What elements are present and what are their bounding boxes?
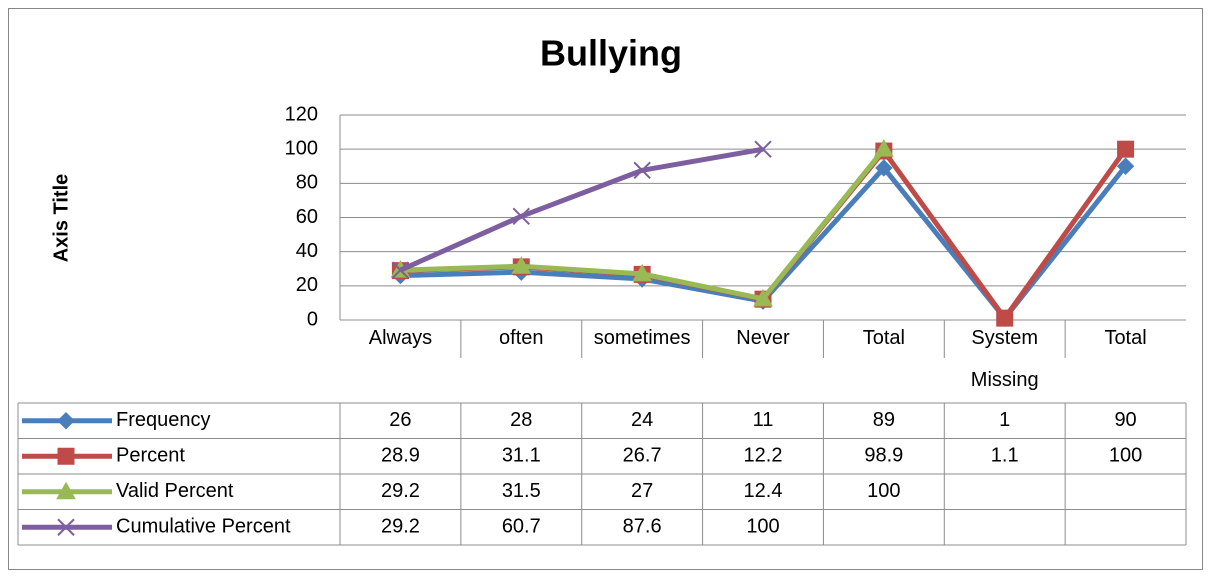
table-value: 11 xyxy=(753,409,774,431)
legend-label: Valid Percent xyxy=(116,480,234,502)
marker xyxy=(512,207,530,226)
marker xyxy=(874,139,894,157)
x-tick-label-box: Total xyxy=(1104,327,1147,349)
table-value: 60.7 xyxy=(502,516,541,538)
legend-label: Percent xyxy=(116,445,185,467)
y-tick-label: 20 xyxy=(296,274,318,296)
x-tick-label-box: Always xyxy=(368,327,433,349)
table-value: 89 xyxy=(873,409,895,431)
marker xyxy=(1116,157,1135,175)
marker xyxy=(754,140,772,158)
table-value: 27 xyxy=(631,480,653,502)
table-value: 100 xyxy=(867,480,900,502)
x-tick-label-box: sometimes xyxy=(593,327,691,349)
table-value: 12.4 xyxy=(744,480,783,502)
x-tick-label-box: System Missing xyxy=(970,327,1039,391)
legend-marker xyxy=(57,412,75,430)
y-tick-label: 80 xyxy=(296,172,318,194)
table-value: 100 xyxy=(746,516,779,538)
legend-label: Cumulative Percent xyxy=(116,516,291,538)
table-value: 28.9 xyxy=(381,445,420,467)
table-value: 1 xyxy=(999,409,1010,431)
table-value: 26 xyxy=(389,409,411,431)
marker xyxy=(511,256,532,274)
x-tick-label: Never xyxy=(736,327,790,349)
table-value: 31.5 xyxy=(502,480,541,502)
marker xyxy=(996,309,1014,327)
y-tick-label: 60 xyxy=(296,206,318,228)
marker xyxy=(633,161,651,180)
table-value: 90 xyxy=(1114,409,1136,431)
y-tick-label: 120 xyxy=(285,103,318,125)
x-tick-label: Always xyxy=(368,327,433,349)
table-value: 100 xyxy=(1109,445,1142,467)
marker xyxy=(875,159,893,177)
y-axis-label: Axis Title xyxy=(50,174,72,263)
x-tick-label-box: often xyxy=(499,327,544,349)
x-tick-label: often xyxy=(499,327,544,349)
legend-label: Frequency xyxy=(116,409,211,431)
series-line xyxy=(399,146,764,273)
legend-marker xyxy=(57,447,75,465)
table-value: 98.9 xyxy=(864,445,903,467)
chart-border xyxy=(8,8,1203,570)
table-value: 28 xyxy=(510,409,532,431)
table-value: 87.6 xyxy=(623,516,662,538)
y-tick-label: 0 xyxy=(307,308,318,330)
legend-marker xyxy=(57,518,75,536)
chart-title: Bullying xyxy=(540,33,682,74)
x-tick-label: Total xyxy=(862,327,905,349)
marker xyxy=(1117,140,1135,158)
y-tick-label: 40 xyxy=(296,240,318,262)
legend-marker xyxy=(56,481,76,500)
x-tick-label-box: Never xyxy=(736,327,790,349)
marker xyxy=(753,288,773,307)
marker xyxy=(391,261,410,279)
x-tick-label: System Missing xyxy=(970,327,1039,391)
table-value: 1.1 xyxy=(991,445,1019,467)
table-value: 29.2 xyxy=(381,480,420,502)
y-tick-label: 100 xyxy=(285,137,318,159)
table-value: 29.2 xyxy=(381,516,420,538)
table-value: 24 xyxy=(631,409,653,431)
table-value: 12.2 xyxy=(744,445,783,467)
x-tick-label: Total xyxy=(1104,327,1147,349)
table-value: 31.1 xyxy=(502,445,541,467)
marker xyxy=(632,263,652,282)
x-tick-label: sometimes xyxy=(593,327,691,349)
x-tick-label-box: Total xyxy=(862,327,905,349)
table-value: 26.7 xyxy=(623,445,662,467)
